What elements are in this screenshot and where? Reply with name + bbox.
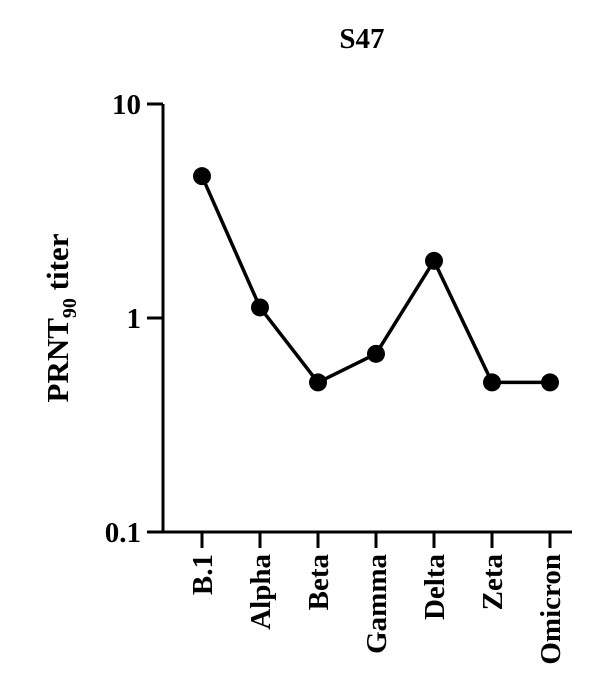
- data-point-b-1: [193, 167, 211, 186]
- data-point-beta: [309, 373, 327, 392]
- y-tick-label: 1: [127, 303, 142, 335]
- y-tick-label: 10: [112, 89, 141, 121]
- data-point-omicron: [541, 373, 559, 392]
- y-axis-label-subscript: 90: [59, 298, 81, 318]
- data-point-alpha: [251, 298, 269, 317]
- x-tick-label: Alpha: [245, 554, 277, 630]
- y-axis-label: PRNT90 titer: [40, 233, 81, 402]
- data-point-delta: [425, 251, 443, 270]
- x-tick-label: Gamma: [361, 554, 393, 654]
- x-tick-label: Beta: [303, 554, 335, 611]
- x-tick-label: B.1: [187, 554, 219, 595]
- y-axis-ticks: 0.1 1 10: [105, 89, 163, 549]
- x-tick-label: Zeta: [477, 554, 509, 611]
- x-tick-label: Delta: [419, 554, 451, 621]
- data-point-gamma: [367, 344, 385, 363]
- data-points: [193, 167, 559, 392]
- y-tick-label: 0.1: [105, 517, 141, 549]
- chart-title: S47: [339, 23, 384, 55]
- data-point-zeta: [483, 373, 501, 392]
- x-tick-label: Omicron: [535, 554, 567, 665]
- y-axis-label-suffix: titer: [40, 233, 75, 298]
- y-axis-label-main: PRNT: [40, 318, 75, 403]
- x-axis-ticks: B.1 Alpha Beta Gamma Delta Zeta Omicron: [187, 532, 567, 665]
